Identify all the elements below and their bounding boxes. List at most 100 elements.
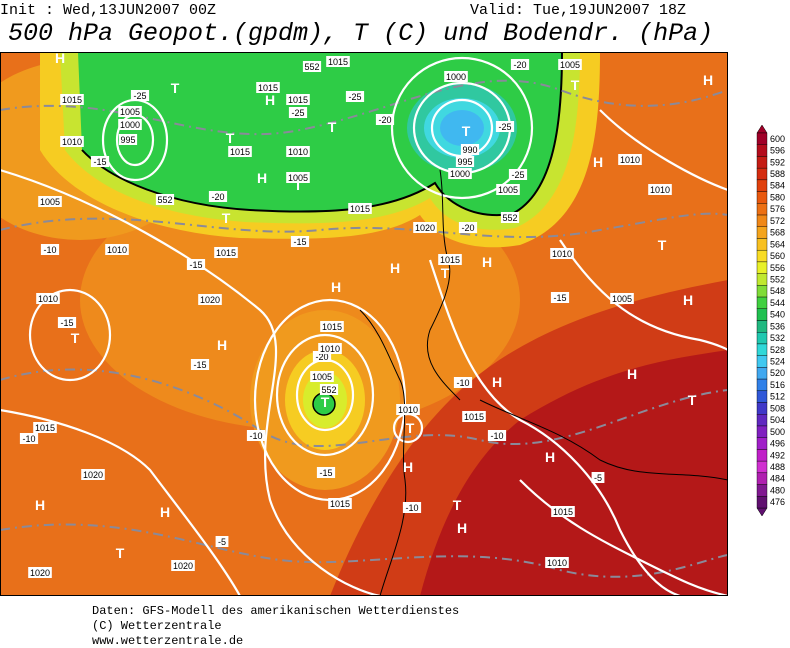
pressure-center: H [331,279,341,295]
pressure-center: T [462,123,471,139]
colorbar-tip [756,507,768,517]
colorbar-swatch [756,285,768,298]
isobar [559,239,728,351]
colorbar-label: 508 [770,403,785,413]
label-box [462,411,486,422]
colorbar-swatch [756,402,768,415]
contour-label: 1005 [40,197,60,207]
colorbar-swatch [756,308,768,321]
colorbar-label: 548 [770,286,785,296]
contour-label: 1015 [553,507,573,517]
pressure-center: T [171,80,180,96]
label-box [618,154,642,165]
contour-label: 1015 [464,412,484,422]
contour-label: -10 [249,431,262,441]
label-box [90,156,110,167]
contour-label: 1005 [612,294,632,304]
label-box [214,247,238,258]
contour-label: -10 [405,503,418,513]
coastline [359,309,407,596]
colorbar-swatch [756,390,768,403]
pressure-center: T [406,420,415,436]
label-box [19,433,39,444]
contour-label: -5 [218,537,226,547]
label-box [648,184,672,195]
label-box [28,567,52,578]
contour-label: -25 [348,92,361,102]
label-box [288,107,308,118]
contour-label: -20 [461,223,474,233]
colorbar-label: 556 [770,263,785,273]
label-box [545,557,569,568]
pressure-center: H [257,170,267,186]
label-box [551,506,575,517]
colorbar-label: 580 [770,192,785,202]
label-box [345,91,365,102]
colorbar-swatch [756,203,768,216]
isobar [28,288,112,382]
colorbar-label: 560 [770,251,785,261]
pressure-center: T [71,330,80,346]
label-box [610,293,634,304]
label-box [316,467,336,478]
colorbar-swatch [756,378,768,392]
contour-label: 1015 [288,95,308,105]
contour-label: 1015 [330,499,350,509]
label-box [171,560,195,571]
colorbar-swatch [756,343,768,356]
contour-label: 1010 [107,245,127,255]
colorbar-swatch [756,332,768,345]
colorbar-label: 512 [770,392,785,402]
contour-label: -20 [513,60,526,70]
label-box [508,169,528,180]
colorbar-label: 592 [770,157,785,167]
pressure-center: H [403,459,413,475]
label-box [460,144,480,155]
pressure-center: H [265,92,275,108]
colorbar-swatch [756,144,768,157]
label-box [438,254,462,265]
contour-label: 552 [321,385,336,395]
label-box [495,121,515,132]
label-box [198,294,222,305]
colorbar-swatch [756,449,768,462]
contour-label: 990 [462,145,477,155]
contour-label: 1005 [288,173,308,183]
label-box [402,502,422,513]
colorbar-swatch [756,460,768,474]
colorbar-label: 552 [770,274,785,284]
colorbar-label: 596 [770,146,785,156]
colorbar-label: 492 [770,450,785,460]
label-box [458,222,478,233]
contour-label: 1015 [35,423,55,433]
contour-label: -25 [498,122,511,132]
isotherm [0,79,728,136]
label-box [396,404,420,415]
contour-label: 1010 [38,294,58,304]
contour-label: 1010 [398,405,418,415]
colorbar-swatch [756,191,768,204]
contour-label: 1015 [328,57,348,67]
label-box [60,94,84,105]
pressure-center: H [683,292,693,308]
pressure-center: T [688,392,697,408]
pressure-center: T [441,265,450,281]
footer-line: Daten: GFS-Modell des amerikanischen Wet… [92,604,459,618]
contour-label: -15 [293,237,306,247]
colorbar-swatch [756,249,768,263]
contour-label: -10 [490,431,503,441]
label-box [318,343,342,354]
field [80,170,520,430]
contour-label: -10 [456,378,469,388]
pressure-center: T [226,130,235,146]
label-box [40,244,60,255]
isobar [599,109,728,192]
label-box [60,136,84,147]
pressure-center: H [457,520,467,536]
contour-label: 995 [457,157,472,167]
colorbar-label: 524 [770,357,785,367]
label-box [105,244,129,255]
contour-label: -25 [511,170,524,180]
label-box [328,498,352,509]
colorbar-label: 568 [770,228,785,238]
